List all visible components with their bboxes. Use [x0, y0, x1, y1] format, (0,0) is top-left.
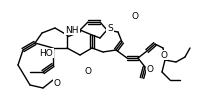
Text: O: O: [53, 78, 60, 88]
Text: O: O: [84, 68, 91, 77]
Text: S: S: [107, 24, 112, 33]
Text: O: O: [160, 50, 167, 59]
Text: HO: HO: [39, 49, 53, 58]
Text: O: O: [131, 11, 138, 20]
Text: O: O: [146, 65, 153, 74]
Text: NH: NH: [65, 25, 78, 34]
